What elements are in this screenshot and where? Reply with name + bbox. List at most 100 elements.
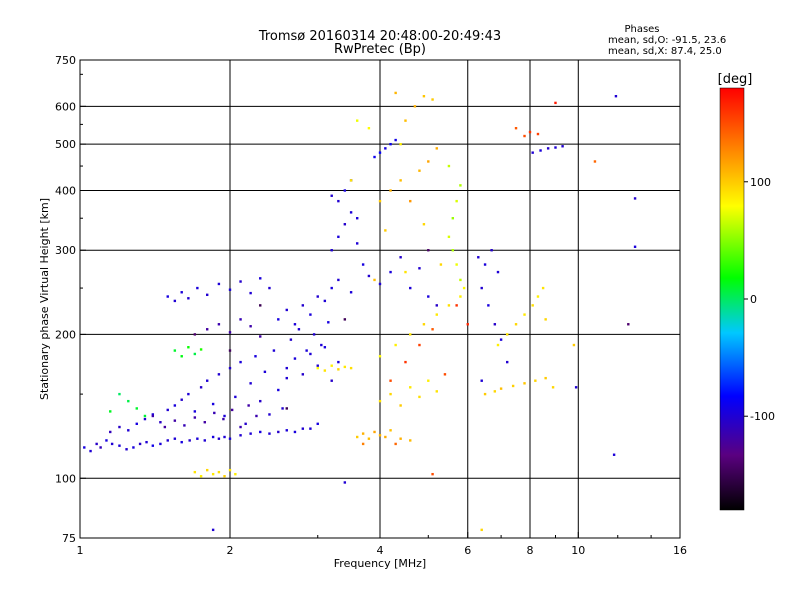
x-tick-label: 10 [571,544,585,557]
data-point [199,386,203,389]
data-point [193,416,197,419]
data-point [418,267,421,270]
x-tick-label: 2 [227,544,234,557]
data-point [205,379,209,382]
data-point [355,119,359,122]
y-tick-label: 300 [55,244,76,257]
data-point [239,280,242,283]
data-point [285,407,288,410]
data-point [223,435,226,439]
data-point [289,338,293,341]
colorbar-label: [deg] [718,72,753,87]
data-point [466,323,469,326]
data-point [554,146,557,149]
data-point [151,414,155,418]
data-point [409,333,412,336]
data-point [378,434,382,437]
data-point [343,365,347,369]
data-point [230,408,234,412]
data-point [343,481,347,484]
data-point [228,349,232,352]
data-point [166,295,169,298]
data-point [451,217,455,220]
y-tick-label: 400 [55,184,76,197]
data-point [418,343,421,347]
data-point [528,130,532,134]
data-point [422,223,426,226]
data-point [143,417,147,421]
x-tick-label: 1 [77,544,84,557]
data-point [196,437,199,440]
data-point [323,299,327,303]
data-point [373,155,376,159]
data-point [337,368,340,371]
data-point [268,286,271,290]
colorbar-tick-label: -100 [750,410,775,423]
data-point [180,355,183,358]
data-point [223,475,226,478]
data-point [418,169,421,172]
data-point [211,435,215,439]
data-point [413,105,417,108]
data-point [228,331,232,334]
data-point [422,323,426,326]
data-point [217,282,221,286]
data-point [477,256,480,259]
data-point [143,414,147,418]
data-point [373,430,376,434]
colorbar-tick-label: 0 [750,293,757,306]
data-point [496,270,500,274]
data-point [378,282,382,286]
data-point [228,437,232,440]
data-point [151,413,155,416]
data-point [99,446,102,449]
data-point [301,373,305,376]
data-point [285,429,288,432]
y-tick-label: 750 [55,54,76,67]
data-point [203,439,206,442]
data-point [447,304,451,307]
data-point [217,437,221,440]
data-point [523,382,526,385]
data-point [409,439,412,442]
x-axis: 1 2 4 6 8 10 16 [77,532,687,557]
data-point [105,439,108,442]
data-point [135,422,138,426]
data-point [173,419,177,422]
data-point [193,352,197,356]
data-point [459,278,462,282]
data-point [193,333,197,336]
data-point [95,442,98,446]
data-point [493,390,497,393]
data-point [89,449,92,453]
data-point [163,425,167,429]
data-point [337,235,340,239]
data-point [343,223,347,226]
data-point [378,355,382,358]
data-point [455,304,458,307]
colorbar-ticks: 100 0 -100 [744,176,775,423]
data-point [551,386,555,389]
y-tick-label: 200 [55,328,76,341]
data-point [499,387,503,390]
data-point [511,384,515,388]
data-point [255,414,258,418]
data-point [378,151,382,154]
data-point [539,149,542,152]
data-point [309,352,312,356]
data-point [234,472,237,476]
data-point [118,444,121,447]
data-point [531,304,534,307]
data-point [323,346,327,349]
data-point [459,184,462,187]
data-point [435,304,438,307]
data-point [409,199,412,203]
data-point [330,194,333,197]
data-point [455,263,458,266]
data-point [249,291,252,295]
data-point [281,407,284,410]
data-point [373,278,376,282]
data-point [239,318,242,321]
data-point [399,256,402,259]
x-axis-label: Frequency [MHz] [334,557,426,570]
